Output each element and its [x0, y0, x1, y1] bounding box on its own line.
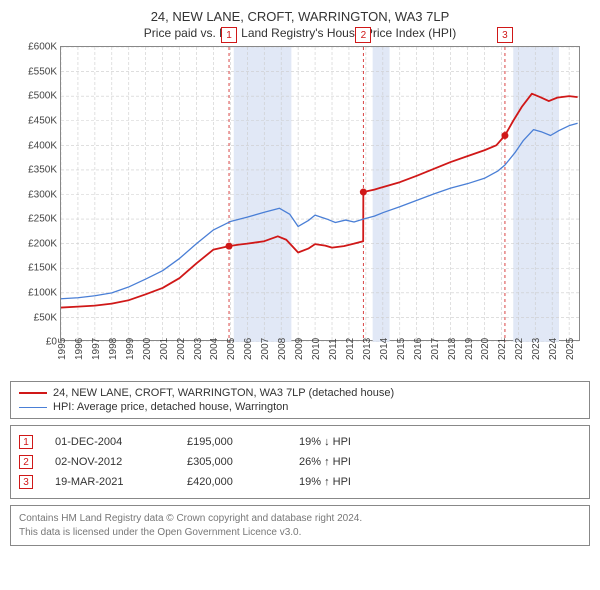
y-tick-label: £400K	[28, 140, 57, 151]
callout-box: 3	[497, 27, 513, 43]
x-tick-label: 2016	[413, 338, 424, 360]
x-tick-label: 2001	[159, 338, 170, 360]
x-tick-label: 2021	[497, 338, 508, 360]
x-tick-label: 1996	[74, 338, 85, 360]
x-tick-label: 2011	[328, 339, 339, 361]
sale-delta: 19% ↓ HPI	[299, 436, 399, 448]
sale-price: £305,000	[187, 456, 277, 468]
y-tick-label: £600K	[28, 42, 57, 53]
callout-box: 2	[355, 27, 371, 43]
sale-marker-box: 3	[19, 475, 33, 489]
sale-price: £420,000	[187, 476, 277, 488]
chart-plot: £0£50K£100K£150K£200K£250K£300K£350K£400…	[60, 46, 580, 341]
credits-line2: This data is licensed under the Open Gov…	[19, 526, 581, 540]
x-tick-label: 2002	[176, 338, 187, 360]
y-axis: £0£50K£100K£150K£200K£250K£300K£350K£400…	[11, 47, 57, 340]
x-tick-label: 2012	[345, 338, 356, 360]
y-tick-label: £550K	[28, 66, 57, 77]
x-tick-label: 2005	[226, 338, 237, 360]
x-tick-label: 2019	[464, 338, 475, 360]
x-tick-label: 2000	[142, 338, 153, 360]
series-hpi	[61, 123, 578, 299]
plot-area: £0£50K£100K£150K£200K£250K£300K£350K£400…	[60, 46, 590, 341]
x-tick-label: 1995	[57, 338, 68, 360]
x-tick-label: 2024	[548, 338, 559, 360]
sale-price: £195,000	[187, 436, 277, 448]
x-tick-label: 2017	[430, 338, 441, 360]
sale-date: 19-MAR-2021	[55, 476, 165, 488]
y-tick-label: £200K	[28, 238, 57, 249]
x-tick-label: 2018	[447, 338, 458, 360]
x-tick-label: 2010	[311, 338, 322, 360]
y-tick-label: £450K	[28, 115, 57, 126]
y-tick-label: £300K	[28, 189, 57, 200]
sale-row: 1 01-DEC-2004 £195,000 19% ↓ HPI	[19, 432, 581, 452]
credits-line1: Contains HM Land Registry data © Crown c…	[19, 512, 581, 526]
legend-swatch	[19, 407, 47, 408]
x-tick-label: 2025	[565, 338, 576, 360]
sale-dot	[360, 189, 367, 196]
x-tick-label: 1998	[108, 338, 119, 360]
x-tick-label: 2020	[480, 338, 491, 360]
sale-row: 2 02-NOV-2012 £305,000 26% ↑ HPI	[19, 452, 581, 472]
x-tick-label: 2013	[362, 338, 373, 360]
y-tick-label: £350K	[28, 165, 57, 176]
y-tick-label: £250K	[28, 214, 57, 225]
legend: 24, NEW LANE, CROFT, WARRINGTON, WA3 7LP…	[10, 381, 590, 419]
legend-swatch	[19, 392, 47, 394]
legend-row: HPI: Average price, detached house, Warr…	[19, 400, 581, 414]
legend-text: 24, NEW LANE, CROFT, WARRINGTON, WA3 7LP…	[53, 387, 394, 399]
sale-dot	[226, 243, 233, 250]
sale-delta: 19% ↑ HPI	[299, 476, 399, 488]
sale-marker-box: 1	[19, 435, 33, 449]
y-tick-label: £50K	[34, 312, 57, 323]
x-tick-label: 2022	[514, 338, 525, 360]
x-tick-label: 2004	[209, 338, 220, 360]
sale-date: 02-NOV-2012	[55, 456, 165, 468]
y-tick-label: £100K	[28, 288, 57, 299]
x-tick-label: 1997	[91, 338, 102, 360]
x-tick-label: 2014	[379, 338, 390, 360]
sale-row: 3 19-MAR-2021 £420,000 19% ↑ HPI	[19, 472, 581, 492]
sale-dot	[501, 132, 508, 139]
y-tick-label: £500K	[28, 91, 57, 102]
x-tick-label: 2023	[531, 338, 542, 360]
credits: Contains HM Land Registry data © Crown c…	[10, 505, 590, 546]
x-tick-label: 2003	[193, 338, 204, 360]
legend-row: 24, NEW LANE, CROFT, WARRINGTON, WA3 7LP…	[19, 386, 581, 400]
sale-date: 01-DEC-2004	[55, 436, 165, 448]
x-tick-label: 2008	[277, 338, 288, 360]
x-tick-label: 2007	[260, 338, 271, 360]
x-tick-label: 2015	[396, 338, 407, 360]
chart-title: 24, NEW LANE, CROFT, WARRINGTON, WA3 7LP	[10, 8, 590, 26]
x-axis: 1995199619971998199920002001200220032004…	[61, 342, 579, 378]
x-tick-label: 2006	[243, 338, 254, 360]
y-tick-label: £0	[46, 337, 57, 348]
series-price_paid	[61, 94, 578, 308]
callout-box: 1	[221, 27, 237, 43]
chart-svg	[61, 47, 581, 342]
sale-delta: 26% ↑ HPI	[299, 456, 399, 468]
sales-table: 1 01-DEC-2004 £195,000 19% ↓ HPI 2 02-NOV-201…	[10, 425, 590, 499]
x-tick-label: 1999	[125, 338, 136, 360]
chart-container: 24, NEW LANE, CROFT, WARRINGTON, WA3 7LP…	[0, 0, 600, 556]
sale-marker-box: 2	[19, 455, 33, 469]
legend-text: HPI: Average price, detached house, Warr…	[53, 401, 288, 413]
y-tick-label: £150K	[28, 263, 57, 274]
x-tick-label: 2009	[294, 338, 305, 360]
